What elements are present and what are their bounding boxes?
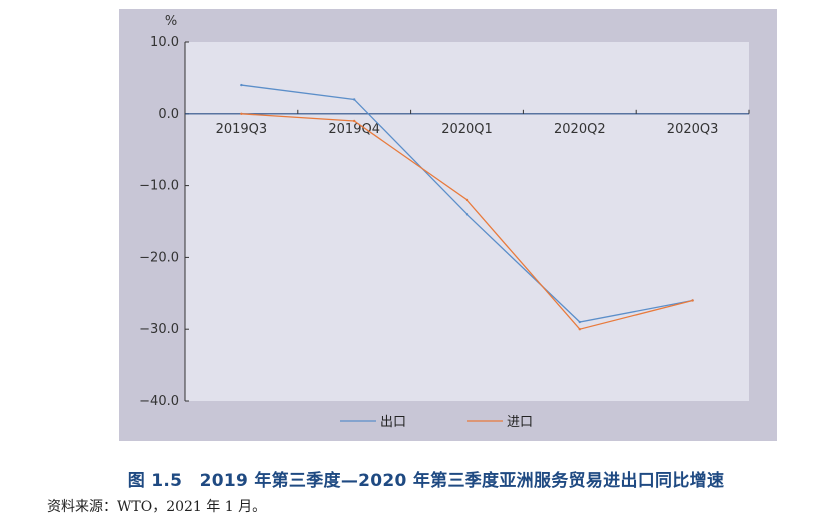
y-tick-label: −40.0 xyxy=(139,394,179,409)
source-note: 资料来源：WTO，2021 年 1 月。 xyxy=(47,499,267,515)
data-point xyxy=(353,98,356,101)
caption-text: 图 1.5 2019 年第三季度—2020 年第三季度亚洲服务贸易进出口同比增速 xyxy=(127,471,725,491)
y-tick-label: 0.0 xyxy=(158,107,179,122)
x-tick-label: 2019Q3 xyxy=(216,122,268,137)
data-point xyxy=(465,213,469,216)
legend-label: 进口 xyxy=(507,415,533,430)
figure-caption: 图 1.5 2019 年第三季度—2020 年第三季度亚洲服务贸易进出口同比增速 xyxy=(0,466,816,491)
legend-label: 出口 xyxy=(380,415,406,430)
x-tick-label: 2019Q4 xyxy=(328,122,380,137)
y-tick-label: 10.0 xyxy=(150,35,179,50)
data-point xyxy=(578,328,581,331)
data-point xyxy=(353,119,356,123)
data-point xyxy=(465,198,469,202)
y-tick-label: −30.0 xyxy=(139,322,179,337)
y-tick-label: −10.0 xyxy=(139,179,179,194)
data-point xyxy=(578,320,581,324)
chart-area: 10.0 0.0 −10.0 −20.0 −30.0 −40.0% 2019Q3 2019Q4… xyxy=(119,9,777,441)
data-point xyxy=(240,112,243,116)
y-unit-label: % xyxy=(165,14,177,29)
chart-svg: 10.0 0.0 −10.0 −20.0 −30.0 −40.0% 2019Q3 2019Q4… xyxy=(139,14,750,430)
plot-background xyxy=(185,42,749,401)
data-point xyxy=(691,299,694,302)
x-tick-label: 2020Q2 xyxy=(554,122,606,137)
data-point xyxy=(240,83,243,87)
x-tick-label: 2020Q3 xyxy=(667,122,719,137)
x-tick-label: 2020Q1 xyxy=(441,122,493,137)
y-tick-label: −20.0 xyxy=(139,250,179,265)
